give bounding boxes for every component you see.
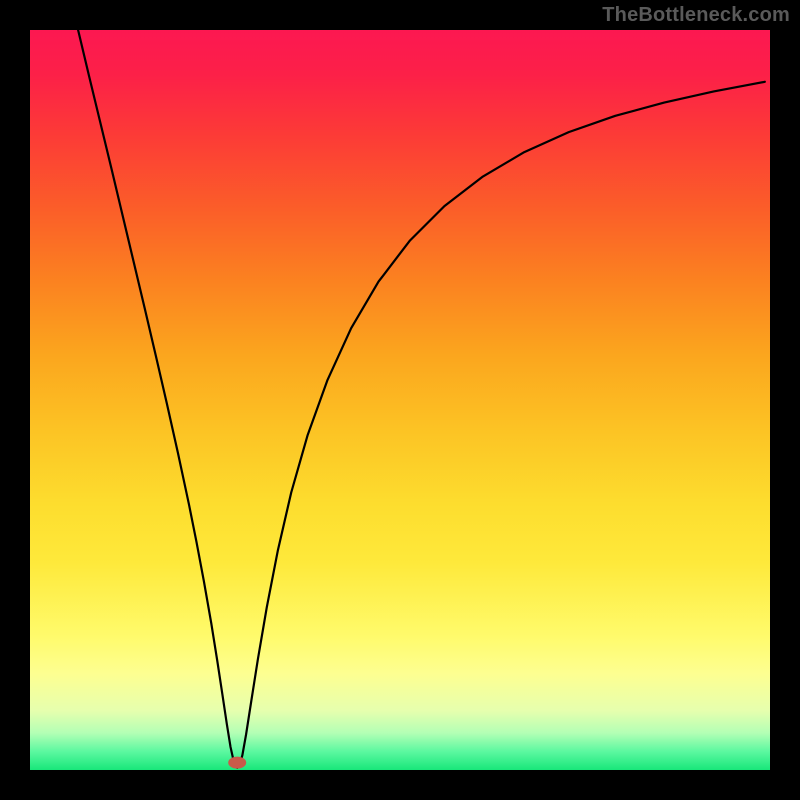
plot-area: [30, 30, 770, 770]
curve-left: [78, 30, 237, 768]
minimum-marker: [228, 757, 246, 769]
curve-right: [237, 82, 765, 768]
watermark-text: TheBottleneck.com: [602, 4, 790, 27]
curve-layer: [30, 30, 770, 770]
chart-frame: TheBottleneck.com: [0, 0, 800, 800]
